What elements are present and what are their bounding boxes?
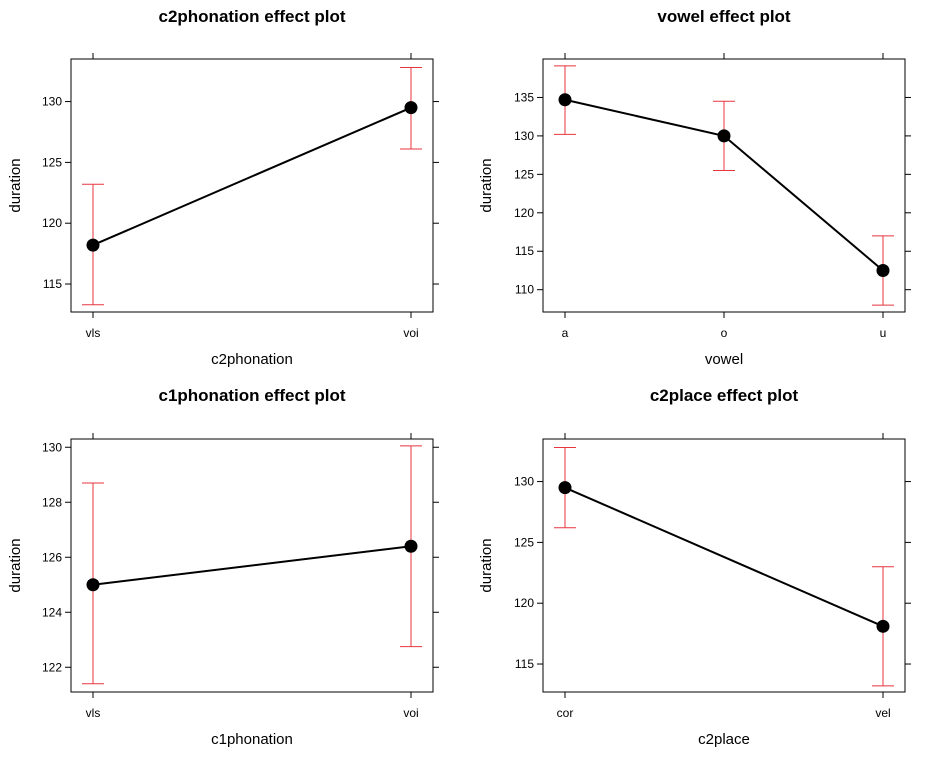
y-tick-label: 125: [42, 155, 62, 169]
data-point: [876, 619, 890, 633]
y-tick-label: 115: [515, 244, 534, 258]
effect-line: [564, 486, 884, 628]
plot-frame: [542, 58, 906, 313]
y-axis-label: duration: [478, 158, 495, 212]
data-point: [558, 481, 572, 495]
y-tick-label: 120: [514, 206, 534, 220]
y-tick-label: 126: [42, 550, 62, 564]
data-point: [86, 578, 100, 592]
y-tick-label: 120: [514, 596, 534, 610]
x-tick-label: cor: [557, 706, 574, 720]
panel-3: c1phonation effect plot 122 124 126 128 130 vl…: [7, 386, 439, 748]
panel-2: vowel effect plot 110 115 120 125 130 135 a o u vo…: [478, 7, 911, 368]
y-tick-label: 120: [42, 216, 62, 230]
y-tick-label: 115: [43, 277, 62, 291]
chart-title: c2phonation effect plot: [159, 7, 346, 26]
chart-title: c2place effect plot: [650, 386, 799, 405]
x-tick-label: u: [880, 326, 887, 340]
x-tick-label: a: [562, 326, 569, 340]
plot-frame: [70, 438, 434, 693]
y-tick-label: 124: [42, 605, 62, 619]
y-tick-label: 130: [514, 475, 534, 489]
y-tick-label: 110: [515, 283, 534, 297]
x-tick-label: vls: [86, 706, 101, 720]
plot-frame: [542, 438, 906, 693]
y-tick-label: 130: [42, 440, 62, 454]
data-point: [717, 129, 731, 143]
data-point: [876, 263, 890, 277]
y-tick-label: 130: [514, 129, 534, 143]
y-tick-label: 128: [42, 495, 62, 509]
x-axis-label: c1phonation: [211, 731, 293, 748]
x-axis-label: vowel: [705, 351, 743, 368]
x-tick-label: vls: [86, 326, 101, 340]
y-tick-label: 125: [514, 167, 534, 181]
effect-line: [92, 106, 412, 247]
x-axis-label: c2place: [698, 731, 750, 748]
data-point: [404, 539, 418, 553]
data-point: [86, 238, 100, 252]
x-axis-label: c2phonation: [211, 351, 293, 368]
chart-title: vowel effect plot: [657, 7, 791, 26]
plot-frame: [70, 58, 434, 313]
y-tick-label: 122: [42, 660, 62, 674]
x-tick-label: voi: [403, 706, 418, 720]
panel-4: c2place effect plot 115 120 125 130 cor vel c2p…: [478, 386, 911, 748]
panel-1: c2phonation effect plot 115 120 125 130 vls vo…: [7, 7, 439, 368]
y-tick-label: 125: [514, 535, 534, 549]
y-tick-label: 135: [514, 90, 534, 104]
x-tick-label: o: [721, 326, 728, 340]
y-axis-label: duration: [7, 538, 24, 592]
effect-line: [92, 545, 412, 586]
y-tick-label: 130: [42, 95, 62, 109]
x-tick-label: voi: [403, 326, 418, 340]
chart-title: c1phonation effect plot: [159, 386, 346, 405]
y-axis-label: duration: [478, 538, 495, 592]
y-tick-label: 115: [515, 657, 534, 671]
data-point: [558, 93, 572, 107]
y-axis-label: duration: [7, 158, 24, 212]
data-point: [404, 101, 418, 115]
x-tick-label: vel: [875, 706, 890, 720]
